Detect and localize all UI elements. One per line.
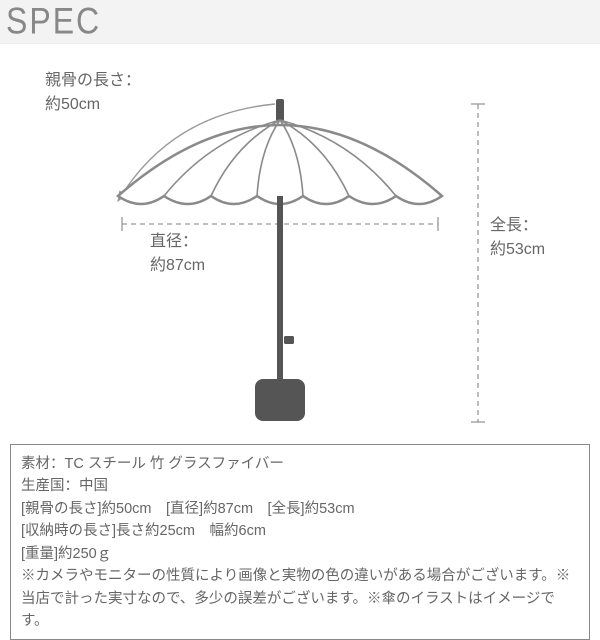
umbrella-diagram: 親骨の長さ：約50cm 直径：約87cm 全長：約53cm [0, 44, 600, 444]
label-length-text: 全長：約53cm [490, 217, 545, 258]
spec-line: [重量]約250ｇ [21, 543, 579, 565]
header-title: SPEC [6, 0, 101, 43]
spec-line: [親骨の長さ]約50cm [直径]約87cm [全長]約53cm [21, 498, 579, 520]
spec-line: 生産国：中国 [21, 475, 579, 497]
umbrella-shaft [277, 196, 283, 379]
spec-box: 素材：TC スチール 竹 グラスファイバー 生産国：中国 [親骨の長さ]約50c… [10, 444, 590, 640]
length-guide [471, 104, 485, 422]
label-diameter: 直径：約87cm [150, 230, 205, 278]
label-rib-text: 親骨の長さ：約50cm [45, 72, 141, 113]
spec-line: ※カメラやモニターの性質により画像と実物の色の違いがある場合がございます。※当店… [21, 565, 579, 632]
label-rib-length: 親骨の長さ：約50cm [45, 69, 141, 117]
umbrella-runner [284, 336, 294, 344]
label-full-length: 全長：約53cm [490, 214, 545, 262]
umbrella-handle [255, 379, 305, 421]
header-bar: SPEC [0, 0, 600, 44]
spec-line: [収納時の長さ]長さ約25cm 幅約6cm [21, 520, 579, 542]
label-diameter-text: 直径：約87cm [150, 233, 205, 274]
spec-line: 素材：TC スチール 竹 グラスファイバー [21, 453, 579, 475]
